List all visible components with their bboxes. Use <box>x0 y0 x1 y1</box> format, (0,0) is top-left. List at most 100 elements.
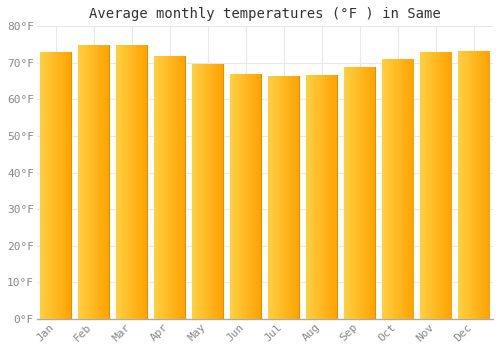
Bar <box>211 64 212 319</box>
Bar <box>275 76 276 319</box>
Bar <box>101 44 102 319</box>
Bar <box>252 74 253 319</box>
Bar <box>256 74 257 319</box>
Bar <box>82 44 83 319</box>
Bar <box>386 59 387 319</box>
Bar <box>284 76 285 319</box>
Bar <box>450 52 451 319</box>
Bar <box>167 56 168 319</box>
Bar <box>353 66 354 319</box>
Bar <box>59 52 60 319</box>
Bar <box>474 51 476 319</box>
Bar <box>331 75 332 319</box>
Bar <box>158 56 159 319</box>
Bar <box>389 59 390 319</box>
Bar <box>84 44 86 319</box>
Bar <box>130 44 131 319</box>
Bar <box>429 52 430 319</box>
Bar <box>217 64 218 319</box>
Bar <box>425 52 426 319</box>
Bar <box>90 44 91 319</box>
Bar <box>324 75 325 319</box>
Bar <box>433 52 434 319</box>
Bar <box>307 75 308 319</box>
Bar <box>458 51 459 319</box>
Bar <box>388 59 389 319</box>
Bar <box>93 44 94 319</box>
Bar <box>466 51 467 319</box>
Bar <box>323 75 324 319</box>
Bar <box>387 59 388 319</box>
Bar <box>106 44 108 319</box>
Bar <box>98 44 99 319</box>
Bar <box>70 52 72 319</box>
Bar <box>95 44 96 319</box>
Bar <box>276 76 277 319</box>
Bar <box>330 75 331 319</box>
Bar <box>369 66 370 319</box>
Bar <box>461 51 462 319</box>
Bar <box>105 44 106 319</box>
Bar <box>62 52 63 319</box>
Bar <box>209 64 210 319</box>
Bar <box>288 76 289 319</box>
Bar <box>251 74 252 319</box>
Bar <box>50 52 51 319</box>
Bar <box>137 44 138 319</box>
Bar <box>221 64 222 319</box>
Bar <box>294 76 295 319</box>
Bar <box>445 52 446 319</box>
Bar <box>180 56 181 319</box>
Bar <box>299 76 300 319</box>
Bar <box>375 66 376 319</box>
Bar <box>257 74 258 319</box>
Bar <box>483 51 484 319</box>
Bar <box>411 59 412 319</box>
Bar <box>463 51 464 319</box>
Bar <box>193 64 194 319</box>
Bar <box>119 44 120 319</box>
Bar <box>363 66 364 319</box>
Bar <box>41 52 42 319</box>
Bar <box>160 56 161 319</box>
Bar <box>116 44 117 319</box>
Bar <box>120 44 121 319</box>
Bar <box>292 76 293 319</box>
Bar <box>430 52 431 319</box>
Bar <box>199 64 200 319</box>
Bar <box>327 75 328 319</box>
Bar <box>400 59 401 319</box>
Bar <box>392 59 393 319</box>
Bar <box>42 52 43 319</box>
Bar <box>308 75 309 319</box>
Bar <box>233 74 234 319</box>
Bar <box>318 75 320 319</box>
Bar <box>220 64 221 319</box>
Bar <box>128 44 129 319</box>
Bar <box>175 56 176 319</box>
Bar <box>213 64 214 319</box>
Bar <box>270 76 271 319</box>
Bar <box>394 59 395 319</box>
Bar <box>335 75 336 319</box>
Bar <box>432 52 433 319</box>
Bar <box>146 44 148 319</box>
Bar <box>297 76 298 319</box>
Bar <box>79 44 80 319</box>
Bar <box>344 66 345 319</box>
Bar <box>313 75 314 319</box>
Bar <box>351 66 352 319</box>
Bar <box>398 59 400 319</box>
Bar <box>356 66 358 319</box>
Bar <box>317 75 318 319</box>
Bar <box>472 51 474 319</box>
Bar <box>102 44 103 319</box>
Bar <box>272 76 273 319</box>
Bar <box>129 44 130 319</box>
Bar <box>92 44 93 319</box>
Bar <box>179 56 180 319</box>
Bar <box>384 59 385 319</box>
Bar <box>162 56 164 319</box>
Bar <box>315 75 316 319</box>
Bar <box>244 74 245 319</box>
